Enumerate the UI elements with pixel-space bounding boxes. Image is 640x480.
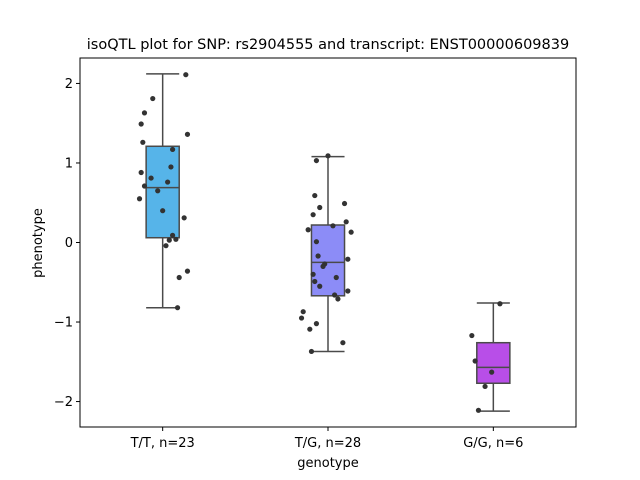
data-point — [345, 256, 351, 262]
y-axis: −2 −1 0 1 2 — [54, 77, 80, 410]
data-point — [148, 175, 154, 181]
data-point — [310, 212, 316, 218]
data-point — [475, 407, 482, 413]
points-group-3 — [469, 301, 503, 413]
data-point — [184, 131, 191, 137]
plot-area — [136, 72, 511, 413]
x-axis: T/T, n=23 T/G, n=28 G/G, n=6 — [130, 427, 523, 451]
data-point — [163, 243, 169, 249]
data-point — [341, 200, 348, 207]
data-point — [183, 72, 189, 78]
box-iqr — [145, 145, 180, 239]
data-point — [497, 301, 503, 307]
data-point — [313, 321, 320, 327]
data-point — [482, 383, 488, 390]
data-point — [138, 121, 144, 127]
data-point — [335, 296, 341, 302]
data-point — [348, 229, 354, 235]
data-point — [141, 110, 148, 116]
data-point — [169, 232, 176, 238]
data-point — [317, 283, 323, 289]
data-point — [165, 179, 171, 185]
data-point — [310, 271, 316, 277]
points-group-1 — [136, 72, 191, 311]
data-point — [317, 204, 323, 211]
data-point — [312, 278, 318, 285]
y-tick-label: 0 — [65, 236, 73, 251]
box-group-1 — [145, 73, 180, 309]
data-point — [489, 369, 495, 375]
data-point — [340, 340, 346, 346]
data-point — [305, 227, 311, 233]
y-tick-label: 1 — [65, 156, 73, 171]
box-iqr — [476, 341, 511, 385]
data-point — [308, 348, 315, 355]
box-group-3 — [476, 302, 511, 412]
data-point — [332, 292, 338, 298]
x-tick-label: T/G, n=28 — [294, 436, 361, 451]
data-point — [169, 146, 176, 153]
data-point — [166, 237, 172, 243]
data-point — [298, 315, 305, 321]
data-point — [155, 188, 161, 194]
data-point — [472, 358, 478, 364]
data-point — [320, 263, 326, 269]
y-tick-label: −2 — [54, 395, 73, 410]
data-point — [313, 239, 320, 245]
data-point — [176, 274, 182, 281]
y-tick-label: −1 — [54, 316, 73, 331]
data-point — [168, 164, 174, 170]
data-point — [343, 219, 349, 225]
x-tick-label: T/T, n=23 — [130, 436, 195, 451]
x-axis-label: genotype — [297, 456, 358, 471]
data-point — [174, 305, 181, 311]
data-point — [330, 223, 336, 229]
data-point — [184, 268, 191, 274]
data-point — [140, 139, 146, 145]
data-point — [173, 236, 179, 242]
y-axis-label: phenotype — [31, 208, 46, 278]
data-point — [345, 288, 351, 294]
data-point — [300, 309, 306, 315]
chart-title: isoQTL plot for SNP: rs2904555 and trans… — [87, 37, 569, 53]
data-point — [333, 274, 339, 281]
data-point — [307, 326, 313, 332]
x-tick-label: G/G, n=6 — [463, 436, 523, 451]
data-point — [312, 192, 318, 199]
data-point — [150, 95, 156, 102]
data-point — [325, 153, 331, 159]
data-point — [181, 215, 187, 221]
data-point — [313, 157, 320, 164]
data-point — [141, 183, 148, 189]
data-point — [138, 169, 144, 176]
points-group-2 — [298, 153, 354, 355]
y-tick-label: 2 — [65, 77, 73, 92]
data-point — [469, 332, 475, 339]
data-point — [315, 253, 321, 259]
data-point — [160, 208, 166, 214]
box-group-2 — [310, 155, 346, 353]
data-point — [136, 196, 143, 202]
box-iqr — [310, 224, 346, 297]
